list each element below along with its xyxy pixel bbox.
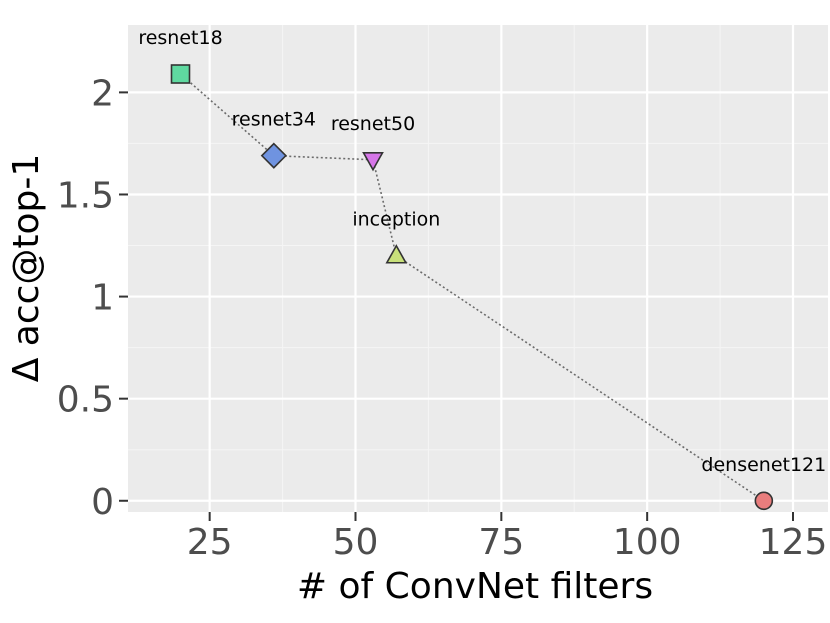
grid-lines (128, 25, 828, 512)
y-tick-label: 1 (91, 278, 114, 319)
x-tick-label: 25 (187, 522, 233, 563)
x-tick-label: 75 (478, 522, 524, 563)
point-label-resnet18: resnet18 (138, 27, 222, 49)
point-label-densenet121: densenet121 (701, 454, 826, 476)
y-axis-title: Δ acc@top-1 (6, 154, 47, 383)
plot-panel (128, 25, 828, 512)
y-tick-label: 1.5 (57, 175, 114, 216)
point-label-inception: inception (352, 209, 440, 231)
x-tick-label: 50 (333, 522, 379, 563)
point-inception (385, 244, 408, 264)
data-points (170, 64, 774, 511)
point-label-resnet34: resnet34 (232, 109, 316, 131)
point-resnet34 (260, 142, 287, 169)
y-tick-label: 0.5 (57, 380, 114, 421)
point-densenet121 (754, 491, 774, 511)
x-tick-label: 100 (613, 522, 682, 563)
y-tick-label: 0 (91, 482, 114, 523)
point-label-resnet50: resnet50 (331, 113, 415, 135)
connector-line (179, 73, 765, 502)
point-resnet18 (170, 64, 191, 84)
x-tick-label: 125 (759, 522, 828, 563)
x-axis-title: # of ConvNet filters (297, 566, 653, 607)
y-axis-ticks: 0 0.5 1 1.5 2 (57, 73, 128, 523)
y-tick-label: 2 (91, 73, 114, 114)
x-axis-ticks: 25 50 75 100 125 (187, 512, 828, 563)
point-labels: resnet18 resnet34 resnet50 inception densene… (138, 27, 826, 476)
point-resnet50 (362, 151, 384, 172)
connector-polyline (179, 73, 765, 502)
